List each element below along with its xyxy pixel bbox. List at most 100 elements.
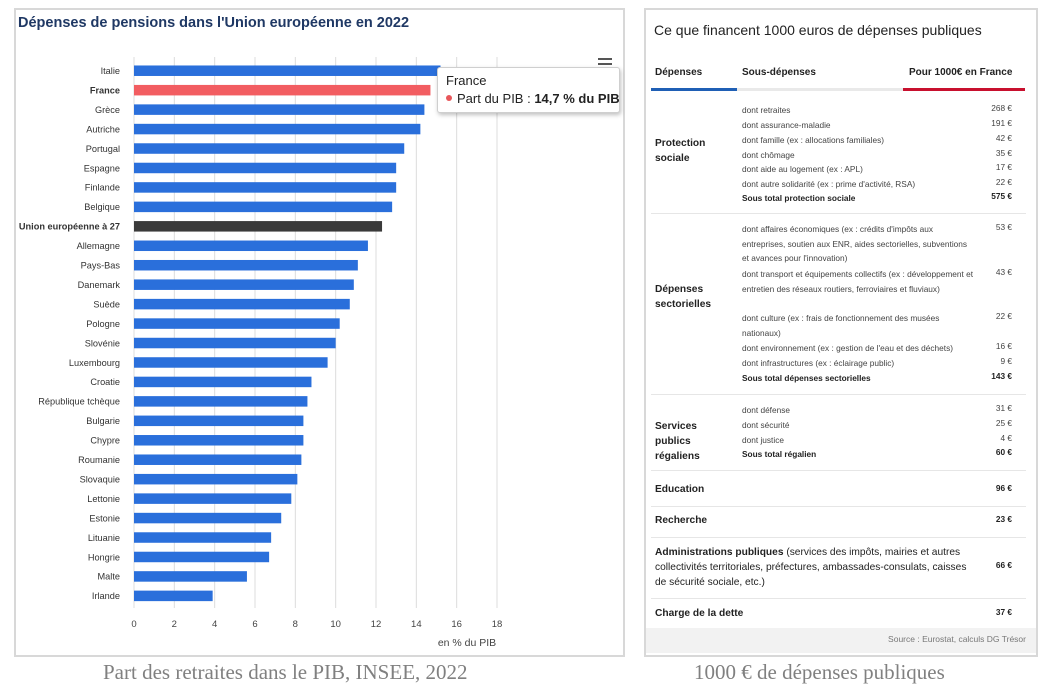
tooltip-value: 14,7 % du PIB xyxy=(534,91,620,106)
category-label: Irlande xyxy=(92,591,120,601)
subtotal-protection-sociale: Sous total protection sociale xyxy=(742,193,856,203)
section-divider xyxy=(651,506,1026,507)
bar-portugal xyxy=(134,143,405,154)
bar-italie xyxy=(134,65,441,76)
value-retraites: 268 € xyxy=(991,103,1012,113)
header-sous-depenses: Sous-dépenses xyxy=(742,67,816,78)
x-tick-label: 0 xyxy=(131,619,136,630)
category-label: Portugal xyxy=(86,144,120,154)
category-label: République tchèque xyxy=(38,397,120,407)
spending-table-panel: Ce que financent 1000 euros de dépenses … xyxy=(644,8,1038,657)
category-label: Luxembourg xyxy=(69,358,120,368)
bar-roumanie xyxy=(134,454,302,465)
value-administrations: 66 € xyxy=(995,560,1012,570)
value-autre-solidarite: 22 € xyxy=(995,177,1012,187)
bar-allemagne xyxy=(134,240,368,252)
section-divider xyxy=(651,537,1026,538)
value-famille: 42 € xyxy=(995,133,1012,143)
x-tick-label: 8 xyxy=(293,619,298,630)
bar-su-de xyxy=(134,298,350,310)
subitem-assurance-maladie: dont assurance-maladie xyxy=(742,120,831,130)
caption-right: 1000 € de dépenses publiques xyxy=(694,660,945,684)
bar-pologne xyxy=(134,318,340,329)
category-label: Belgique xyxy=(84,202,120,212)
bar-lettonie xyxy=(134,493,292,504)
bar-pays-bas xyxy=(134,259,358,271)
x-tick-label: 12 xyxy=(371,619,382,630)
category-protection-sociale: Protection sociale xyxy=(655,138,706,164)
subtotal-depenses-sectorielles: Sous total dépenses sectorielles xyxy=(742,373,871,383)
tooltip-title: France xyxy=(446,73,487,88)
x-tick-label: 4 xyxy=(212,619,217,630)
bar-slov-nie xyxy=(134,337,336,349)
value-justice: 4 € xyxy=(1000,433,1012,443)
x-tick-label: 2 xyxy=(172,619,177,630)
category-label: Finlande xyxy=(85,183,120,193)
category-label: Bulgarie xyxy=(86,416,120,426)
pension-bar-chart: 0 2 4 6 8 10 12 14 16 18 en % du PIB Italie France Gr… xyxy=(19,57,502,649)
subitem-affaires-economiques: dont affaires économiques (ex : crédits … xyxy=(742,224,968,264)
x-axis-label: en % du PIB xyxy=(438,637,496,649)
value-affaires-economiques: 53 € xyxy=(995,222,1012,232)
category-label: Lituanie xyxy=(88,533,120,543)
bar-autriche xyxy=(134,123,421,135)
category-label: Malte xyxy=(98,572,120,582)
admin-name: Administrations publiques xyxy=(655,547,784,558)
header-depenses: Dépenses xyxy=(655,67,703,78)
subitem-infrastructures: dont infrastructures (ex : éclairage pub… xyxy=(742,358,895,368)
table-title: Ce que financent 1000 euros de dépenses … xyxy=(654,22,982,38)
subitem-autre-solidarite: dont autre solidarité (ex : prime d'acti… xyxy=(742,179,916,189)
header-underline-grey xyxy=(737,88,903,91)
category-administrations-publiques: Administrations publiques (services des … xyxy=(655,545,970,590)
bar-belgique xyxy=(134,201,393,213)
header-underline-blue xyxy=(651,88,737,91)
category-label: Autriche xyxy=(86,124,120,134)
category-recherche: Recherche xyxy=(655,515,708,526)
x-tick-label: 10 xyxy=(330,619,341,630)
bar-union-europ-enne-27 xyxy=(134,221,383,232)
category-label: Allemagne xyxy=(77,241,120,251)
bar-estonie xyxy=(134,512,282,524)
category-label: France xyxy=(90,85,120,95)
category-label: Union européenne à 27 xyxy=(19,222,120,232)
value-defense: 31 € xyxy=(995,403,1012,413)
bar-slovaquie xyxy=(134,473,298,485)
value-charge-dette: 37 € xyxy=(995,607,1012,617)
bar-bulgarie xyxy=(134,415,304,427)
value-infrastructures: 9 € xyxy=(1000,356,1012,366)
category-services-regaliens: Services publics régaliens xyxy=(655,421,700,462)
subitem-aide-logement: dont aide au logement (ex : APL) xyxy=(742,164,863,174)
category-label: Estonie xyxy=(89,513,120,523)
admin-note: (services des impôts, mairies et autres … xyxy=(655,547,967,588)
category-label: Slovaquie xyxy=(80,474,120,484)
subitem-transport: dont transport et équipements collectifs… xyxy=(742,269,974,294)
value-subtotal-sectorielles: 143 € xyxy=(991,371,1012,381)
section-divider xyxy=(651,598,1026,599)
section-divider xyxy=(651,394,1026,395)
tooltip-label: Part du PIB : xyxy=(457,91,535,106)
subitem-culture: dont culture (ex : frais de fonctionneme… xyxy=(742,313,940,338)
chart-tooltip: France Part du PIB : 14,7 % du PIB xyxy=(437,67,620,113)
category-label: Grèce xyxy=(95,105,120,115)
category-label: Slovénie xyxy=(85,338,120,348)
value-culture: 22 € xyxy=(995,311,1012,321)
category-education: Education xyxy=(655,484,705,495)
category-label: Hongrie xyxy=(88,552,120,562)
x-tick-label: 6 xyxy=(252,619,257,630)
bar-hongrie xyxy=(134,551,270,563)
bar-danemark xyxy=(134,279,354,290)
header-pour-1000: Pour 1000€ en France xyxy=(909,67,1013,78)
subitem-chomage: dont chômage xyxy=(742,150,795,160)
bar-luxembourg xyxy=(134,357,328,368)
x-tick-label: 14 xyxy=(411,619,422,630)
category-label: Pologne xyxy=(86,319,120,329)
value-education: 96 € xyxy=(995,483,1012,493)
bar-france xyxy=(134,84,431,96)
subitem-famille: dont famille (ex : allocations familiale… xyxy=(742,135,885,145)
subtotal-regalien: Sous total régalien xyxy=(742,449,817,459)
header-underline-red xyxy=(903,88,1025,91)
value-chomage: 35 € xyxy=(995,148,1012,158)
subitem-defense: dont défense xyxy=(742,405,790,415)
bar-r-publique-tch-que xyxy=(134,396,308,407)
x-tick-label: 16 xyxy=(451,619,462,630)
